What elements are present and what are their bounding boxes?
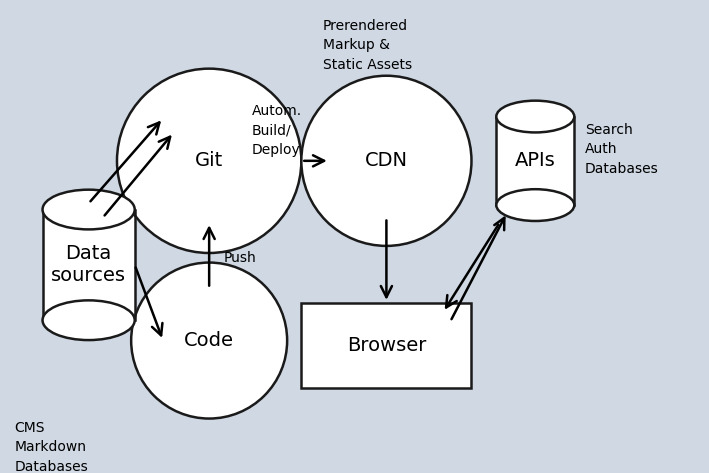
Text: Search
Auth
Databases: Search Auth Databases [585,123,659,176]
Ellipse shape [496,189,574,221]
Ellipse shape [117,69,301,253]
Text: Browser: Browser [347,336,426,355]
Text: CDN: CDN [365,151,408,170]
Ellipse shape [496,101,574,132]
Text: APIs: APIs [515,151,556,170]
Text: Prerendered
Markup &
Static Assets: Prerendered Markup & Static Assets [323,19,412,72]
Text: CMS
Markdown
Databases
APIs: CMS Markdown Databases APIs [14,421,88,473]
Bar [43,210,135,320]
Ellipse shape [43,190,135,229]
Text: Push: Push [223,251,256,265]
Ellipse shape [301,76,471,246]
Bar [496,116,574,205]
Text: Code: Code [184,331,234,350]
Text: Data
sources: Data sources [51,245,126,285]
Text: Git: Git [195,151,223,170]
Text: Autom.
Build/
Deploy: Autom. Build/ Deploy [252,104,302,157]
Ellipse shape [43,300,135,340]
Ellipse shape [131,263,287,419]
Bar [301,303,471,388]
